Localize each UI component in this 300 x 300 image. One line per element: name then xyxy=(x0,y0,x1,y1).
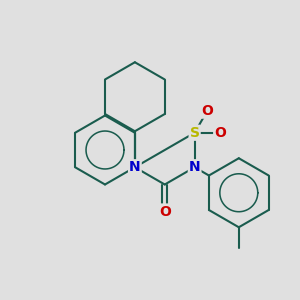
Text: N: N xyxy=(129,160,141,174)
Text: N: N xyxy=(189,160,200,174)
Text: O: O xyxy=(201,104,213,118)
Text: O: O xyxy=(159,205,171,218)
Text: S: S xyxy=(190,126,200,140)
Text: O: O xyxy=(214,126,226,140)
